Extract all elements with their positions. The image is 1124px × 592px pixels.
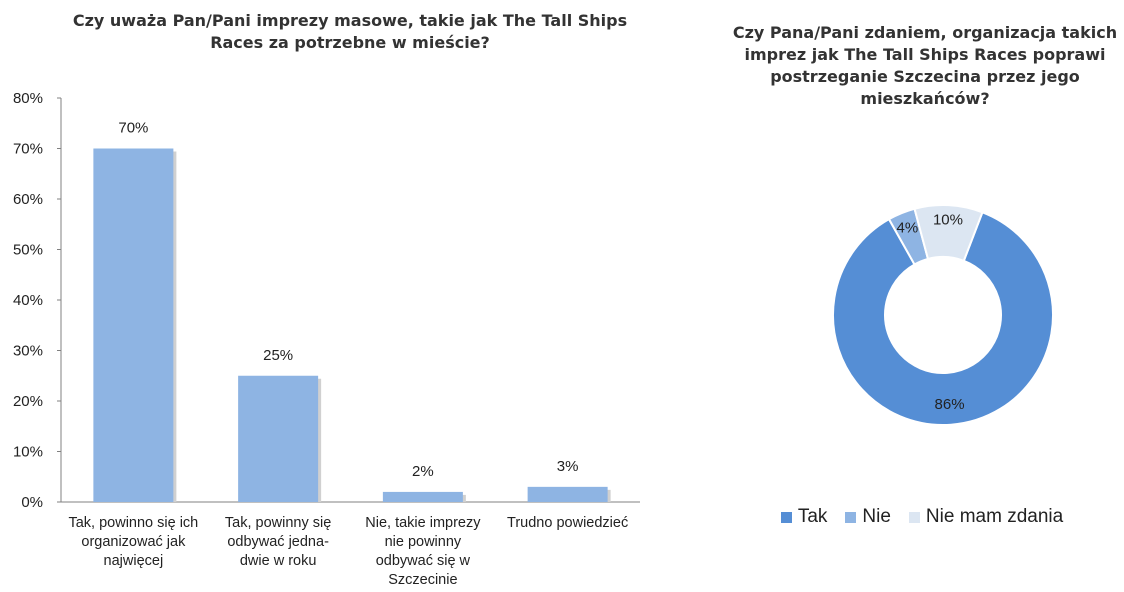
legend-label-nie: Nie [862,506,891,527]
slice-nie-mam-zdania [913,204,984,263]
bar-value-label: 25% [263,347,293,364]
x-tick-label: dwie w roku [240,553,317,569]
x-tick-label: nie powinny [385,534,462,550]
y-tick-label: 20% [13,393,43,410]
bar-value-label: 2% [412,463,434,480]
y-tick-label: 0% [21,494,43,511]
pie-legend: Tak Nie Nie mam zdania [720,506,1124,528]
slice-tak [832,211,1054,426]
legend-label-tak: Tak [797,506,828,527]
pie-chart-title: Czy Pana/Pani zdaniem, organizacja takic… [732,23,1118,108]
doughnut-chart: 86% 4% 10% [832,204,1054,426]
x-tick-label: Tak, powinno się ich [68,515,198,531]
legend-swatch-tak [780,511,792,523]
y-tick-label: 80% [13,90,43,107]
x-tick-label: Trudno powiedzieć [507,515,628,531]
legend-item-nie: Nie [845,506,891,528]
bar-value-label: 70% [118,120,148,137]
y-tick-label: 30% [13,343,43,360]
slice-value-label: 10% [933,212,963,229]
y-tick-label: 70% [13,141,43,158]
y-tick-label: 60% [13,191,43,208]
legend-item-nie-mam-zdania: Nie mam zdania [908,506,1064,528]
x-tick-label: organizować jak [81,534,186,550]
x-tick-label: Szczecinie [388,572,457,588]
bar-value-label: 3% [557,458,579,475]
bar [238,375,319,502]
x-tick-label: Tak, powinny się [225,515,331,531]
bar-chart: 0% 10% 20% 30% 40% 50% 60% 70% 80% 70% Tak, powinn… [13,90,640,588]
y-tick-label: 10% [13,444,43,461]
x-tick-label: Nie, takie imprezy [365,515,481,531]
y-tick-label: 50% [13,242,43,259]
bar [382,491,463,502]
slice-value-label: 86% [935,396,965,413]
bar-chart-title: Czy uważa Pan/Pani imprezy masowe, takie… [72,11,628,52]
y-tick-label: 40% [13,292,43,309]
x-tick-label: odbywać jedna- [227,534,329,550]
slice-value-label: 4% [896,220,918,237]
legend-swatch-nie [845,511,857,523]
bar [93,148,174,502]
legend-item-tak: Tak [780,506,828,528]
x-tick-label: odbywać się w [376,553,471,569]
x-tick-label: najwięcej [104,553,164,569]
legend-swatch-nie-mam-zdania [908,511,920,523]
bar [527,486,608,502]
legend-label-nie-mam-zdania: Nie mam zdania [925,506,1064,527]
